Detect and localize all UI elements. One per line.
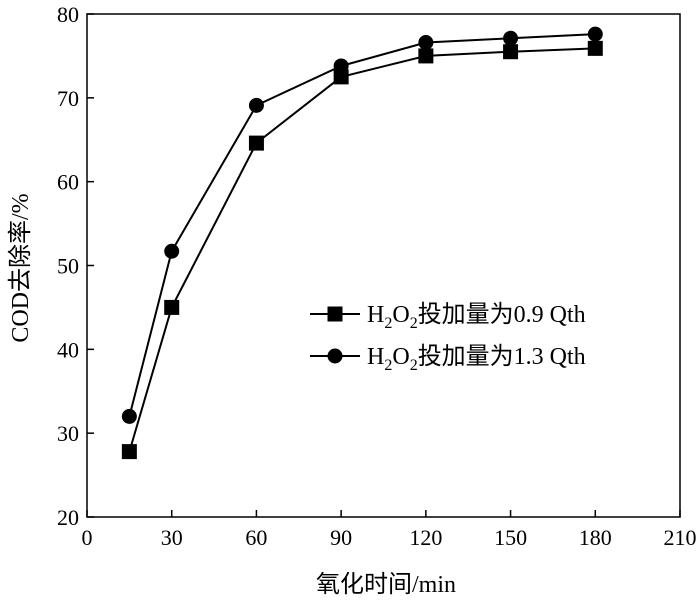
x-tick-label: 30 xyxy=(161,525,183,550)
plot-frame xyxy=(86,13,681,518)
legend-text-part: 投加量为0.9 Qth xyxy=(418,301,586,328)
legend-text-part: O xyxy=(392,302,409,328)
series-2-point xyxy=(121,408,137,424)
legend-subscript: 2 xyxy=(410,357,418,374)
y-axis-ticks: 20 30 40 50 60 70 80 xyxy=(57,2,94,530)
x-tick-label: 210 xyxy=(664,525,697,550)
legend-label: H2O2投加量为1.3 Qth xyxy=(367,343,586,374)
x-tick-label: 60 xyxy=(245,525,267,550)
legend-subscript: 2 xyxy=(384,315,392,332)
x-tick-label: 120 xyxy=(409,525,442,550)
legend-text-part: 投加量为1.3 Qth xyxy=(418,343,586,370)
series-1-point xyxy=(503,44,519,60)
series-1-point xyxy=(333,69,349,85)
series-2-point xyxy=(418,35,434,51)
y-tick-label: 40 xyxy=(57,337,79,362)
series-1-point xyxy=(418,48,434,64)
y-tick-label: 50 xyxy=(57,254,79,279)
x-axis-ticks: 0 30 60 90 120 150 180 210 xyxy=(82,510,697,550)
plot-border xyxy=(86,13,681,518)
series-1-point xyxy=(248,135,264,151)
x-tick-label: 180 xyxy=(579,525,612,550)
x-tick-label: 0 xyxy=(82,525,93,550)
x-tick-label: 90 xyxy=(330,525,352,550)
legend-text-part: O xyxy=(392,344,409,370)
y-tick-label: 30 xyxy=(57,421,79,446)
legend-marker xyxy=(327,348,343,364)
legend-item-1: H2O2投加量为0.9 Qth xyxy=(310,301,586,332)
series-2-point xyxy=(333,58,349,74)
series-2-point xyxy=(587,26,603,42)
legend-subscript: 2 xyxy=(384,357,392,374)
legend-item-2: H2O2投加量为1.3 Qth xyxy=(310,343,586,374)
series-1-point xyxy=(587,40,603,56)
y-tick-label: 60 xyxy=(57,170,79,195)
series-layer xyxy=(121,26,603,460)
y-tick-label: 70 xyxy=(57,86,79,111)
x-axis-title: 氧化时间/min xyxy=(316,571,456,598)
series-2-point xyxy=(164,243,180,259)
legend-text-part: H xyxy=(367,302,384,328)
legend-marker xyxy=(327,306,343,322)
series-1-point xyxy=(164,299,180,315)
series-1-line xyxy=(128,47,596,452)
y-axis-title: COD去除率/% xyxy=(7,193,34,342)
y-tick-label: 20 xyxy=(57,505,79,530)
series-2 xyxy=(121,26,603,424)
legend-subscript: 2 xyxy=(410,315,418,332)
x-tick-label: 150 xyxy=(494,525,527,550)
series-1-point xyxy=(121,444,137,460)
y-tick-label: 80 xyxy=(57,2,79,27)
legend-label: H2O2投加量为0.9 Qth xyxy=(367,301,586,332)
series-2-point xyxy=(503,30,519,46)
series-1 xyxy=(121,40,603,460)
series-2-point xyxy=(248,97,264,113)
legend-text-part: H xyxy=(367,344,384,370)
